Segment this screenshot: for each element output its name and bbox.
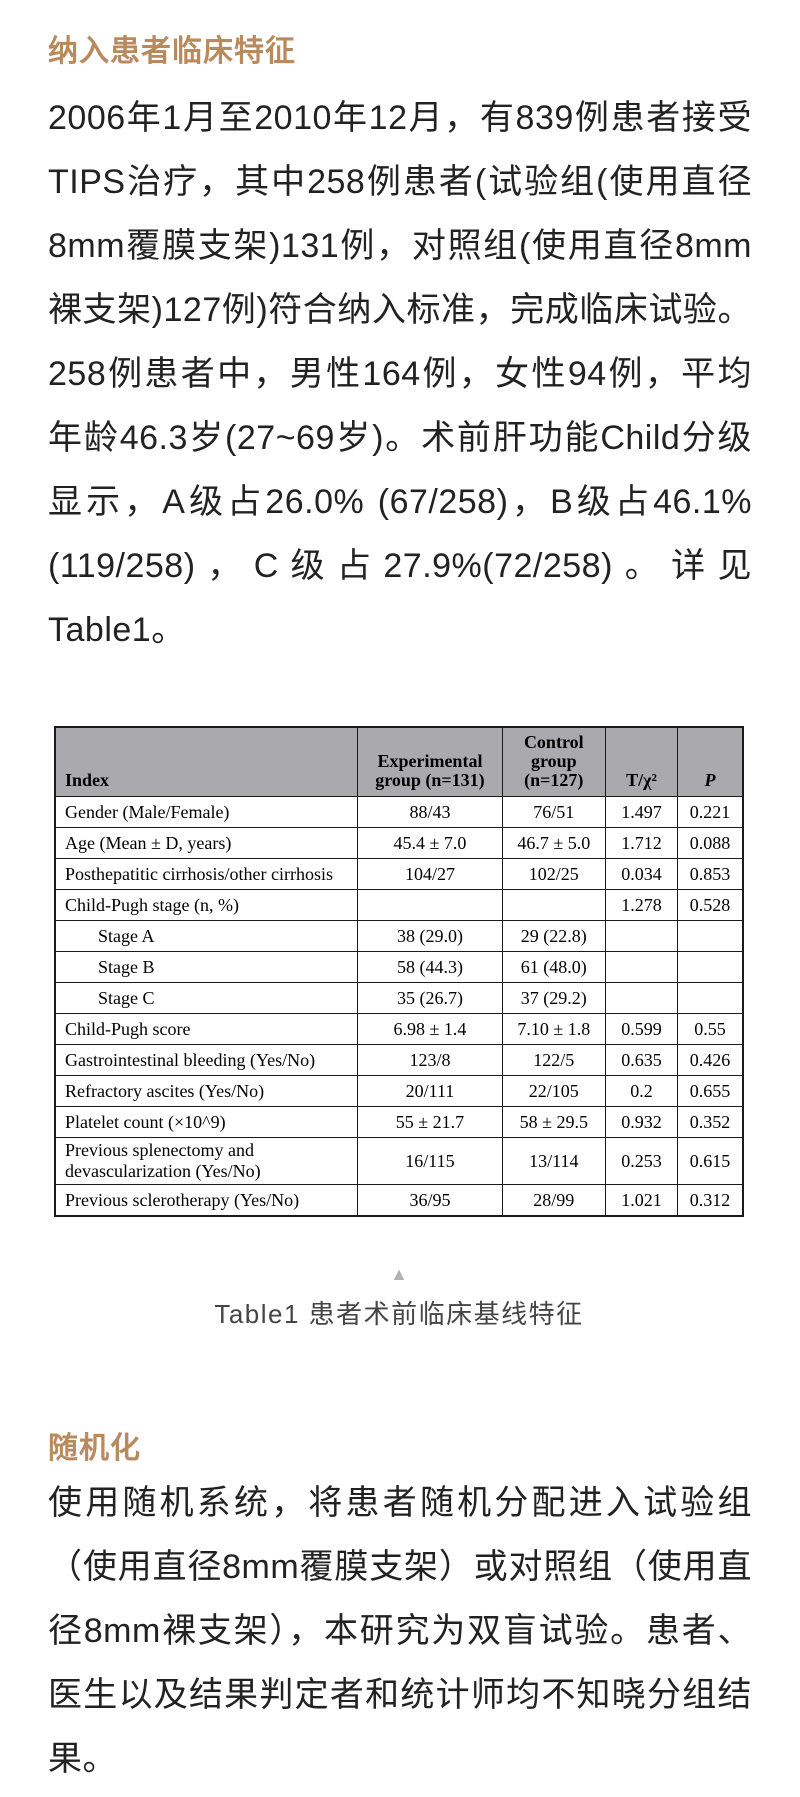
row-label-cell: Child-Pugh score: [54, 1013, 359, 1045]
value-cell: [501, 889, 606, 921]
value-cell: 45.4 ± 7.0: [357, 827, 503, 859]
value-cell: 123/8: [357, 1044, 503, 1076]
table-row: Child-Pugh stage (n, %) 1.278 0.528: [54, 889, 744, 921]
row-label-cell: Child-Pugh stage (n, %): [54, 889, 359, 921]
value-cell: 104/27: [357, 858, 503, 890]
value-cell: [604, 982, 679, 1014]
value-cell: 0.853: [677, 858, 744, 890]
value-cell: [677, 951, 744, 983]
value-cell: 55 ± 21.7: [357, 1106, 503, 1138]
row-label-cell: Stage C: [54, 982, 359, 1014]
value-cell: 1.278: [604, 889, 679, 921]
table-row: Stage C 35 (26.7) 37 (29.2): [54, 982, 744, 1014]
value-cell: [357, 889, 503, 921]
value-cell: 88/43: [357, 796, 503, 828]
value-cell: [677, 982, 744, 1014]
clinical-features-paragraph: 2006年1月至2010年12月，有839例患者接受TIPS治疗，其中258例患…: [48, 99, 752, 649]
value-cell: 13/114: [501, 1137, 606, 1185]
row-label-cell: Gender (Male/Female): [54, 796, 359, 828]
value-cell: 0.426: [677, 1044, 744, 1076]
value-cell: 0.599: [604, 1013, 679, 1045]
value-cell: 1.497: [604, 796, 679, 828]
baseline-table-figure: Index Experimental group (n=131) Control g…: [54, 726, 752, 1217]
row-label-cell: Refractory ascites (Yes/No): [54, 1075, 359, 1107]
column-header: P: [677, 726, 744, 797]
value-cell: 6.98 ± 1.4: [357, 1013, 503, 1045]
value-cell: 76/51: [501, 796, 606, 828]
value-cell: 7.10 ± 1.8: [501, 1013, 606, 1045]
value-cell: 0.55: [677, 1013, 744, 1045]
value-cell: 0.932: [604, 1106, 679, 1138]
value-cell: 0.635: [604, 1044, 679, 1076]
value-cell: 58 (44.3): [357, 951, 503, 983]
row-label-cell: Previous splenectomy and devascularizati…: [54, 1137, 359, 1185]
value-cell: 0.2: [604, 1075, 679, 1107]
value-cell: 0.312: [677, 1184, 744, 1217]
table-row: Child-Pugh score 6.98 ± 1.4 7.10 ± 1.8 0.59…: [54, 1013, 744, 1045]
table-caption-block: ▲ Table1 患者术前临床基线特征: [54, 1265, 744, 1331]
value-cell: 58 ± 29.5: [501, 1106, 606, 1138]
row-label-cell: Stage B: [54, 951, 359, 983]
value-cell: 36/95: [357, 1184, 503, 1217]
row-label-cell: Age (Mean ± D, years): [54, 827, 359, 859]
column-header: T/χ²: [604, 726, 679, 797]
table-row: Gastrointestinal bleeding (Yes/No) 123/8 1…: [54, 1044, 744, 1076]
value-cell: 1.712: [604, 827, 679, 859]
randomization-paragraph: 使用随机系统，将患者随机分配进入试验组（使用直径8mm覆膜支架）或对照组（使用直…: [48, 1484, 752, 1778]
collapse-triangle-icon: ▲: [390, 1264, 408, 1284]
row-label-cell: Stage A: [54, 920, 359, 952]
baseline-characteristics-table: Index Experimental group (n=131) Control g…: [54, 726, 744, 1217]
table-body: Gender (Male/Female) 88/43 76/51 1.497 0.221…: [54, 796, 744, 1217]
table-row: Stage B 58 (44.3) 61 (48.0): [54, 951, 744, 983]
table-row: Refractory ascites (Yes/No) 20/111 22/105 0…: [54, 1075, 744, 1107]
table-row: Posthepatitic cirrhosis/other cirrhosis 1…: [54, 858, 744, 890]
row-label-cell: Gastrointestinal bleeding (Yes/No): [54, 1044, 359, 1076]
value-cell: 20/111: [357, 1075, 503, 1107]
table-row: Gender (Male/Female) 88/43 76/51 1.497 0.221: [54, 796, 744, 828]
value-cell: [604, 920, 679, 952]
value-cell: 46.7 ± 5.0: [501, 827, 606, 859]
row-label-cell: Posthepatitic cirrhosis/other cirrhosis: [54, 858, 359, 890]
row-label-cell: Platelet count (×10^9): [54, 1106, 359, 1138]
row-label-cell: Previous sclerotherapy (Yes/No): [54, 1184, 359, 1217]
column-header: Experimental group (n=131): [357, 726, 503, 797]
table-row: Stage A 38 (29.0) 29 (22.8): [54, 920, 744, 952]
value-cell: [604, 951, 679, 983]
value-cell: 16/115: [357, 1137, 503, 1185]
value-cell: 0.528: [677, 889, 744, 921]
value-cell: 0.615: [677, 1137, 744, 1185]
value-cell: 37 (29.2): [501, 982, 606, 1014]
value-cell: 102/25: [501, 858, 606, 890]
column-header: Index: [54, 726, 359, 797]
section-heading-clinical-features: 纳入患者临床特征: [48, 35, 296, 68]
table-row: Age (Mean ± D, years) 45.4 ± 7.0 46.7 ± 5.…: [54, 827, 744, 859]
value-cell: 0.655: [677, 1075, 744, 1107]
value-cell: 0.034: [604, 858, 679, 890]
value-cell: 35 (26.7): [357, 982, 503, 1014]
value-cell: 61 (48.0): [501, 951, 606, 983]
column-header: Control group (n=127): [501, 726, 606, 797]
table-row: Previous splenectomy and devascularizati…: [54, 1137, 744, 1185]
table-row: Platelet count (×10^9) 55 ± 21.7 58 ± 29.5…: [54, 1106, 744, 1138]
value-cell: 1.021: [604, 1184, 679, 1217]
value-cell: 0.253: [604, 1137, 679, 1185]
value-cell: 122/5: [501, 1044, 606, 1076]
table-row: Previous sclerotherapy (Yes/No) 36/95 28/9…: [54, 1184, 744, 1217]
value-cell: 0.221: [677, 796, 744, 828]
table-caption: Table1 患者术前临床基线特征: [214, 1299, 584, 1329]
value-cell: 22/105: [501, 1075, 606, 1107]
value-cell: 29 (22.8): [501, 920, 606, 952]
value-cell: 38 (29.0): [357, 920, 503, 952]
table-header-row: Index Experimental group (n=131) Control g…: [54, 726, 744, 797]
value-cell: [677, 920, 744, 952]
section-heading-randomization: 随机化: [48, 1432, 141, 1465]
value-cell: 28/99: [501, 1184, 606, 1217]
value-cell: 0.352: [677, 1106, 744, 1138]
value-cell: 0.088: [677, 827, 744, 859]
